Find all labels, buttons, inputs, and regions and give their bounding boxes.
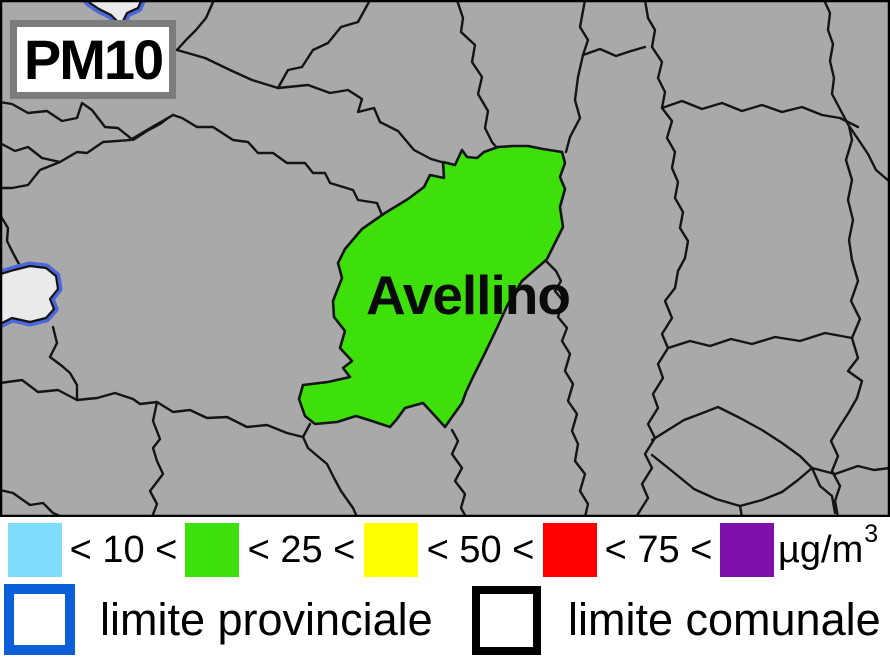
provincial-boundary-label: limite provinciale (100, 594, 433, 645)
municipal-boundary-line (829, 258, 864, 517)
legend-swatch-cyan (8, 523, 62, 577)
municipal-boundary-line (175, 48, 447, 165)
municipal-boundary-line (666, 331, 854, 350)
municipal-boundary-line (0, 488, 64, 517)
municipal-boundary-line (660, 99, 860, 129)
legend-swatch-green (185, 523, 239, 577)
avellino-region (297, 144, 567, 429)
municipal-boundary-line (581, 45, 647, 58)
legend-swatch-red (543, 523, 597, 577)
municipal-boundary-line (810, 466, 837, 515)
municipal-boundary-line (171, 113, 392, 231)
legend-swatch-purple (720, 523, 774, 577)
legend: < 10 < < 25 < < 50 < < 75 < µg/m 3 limite… (0, 517, 890, 663)
region-label-avellino: Avellino (366, 264, 571, 326)
municipal-boundary-line (276, 0, 372, 90)
legend-unit: µg/m 3 (778, 519, 879, 577)
municipal-boundary-line (301, 435, 359, 517)
map-title: PM10 (23, 28, 164, 91)
municipal-boundary-line (635, 0, 690, 517)
legend-swatch-yellow (364, 523, 418, 577)
outside-province-area (0, 264, 60, 326)
communal-boundary-swatch (472, 586, 541, 655)
municipal-boundary-line (301, 422, 312, 439)
legend-threshold-10: < 10 < (69, 528, 178, 571)
municipal-boundary-line (0, 113, 175, 190)
legend-threshold-75: < 75 < (604, 528, 713, 571)
municipal-boundary-line (450, 428, 468, 517)
map-title-box: PM10 (10, 20, 176, 99)
municipal-boundary-line (650, 405, 814, 508)
legend-unit-base: µg/m (778, 528, 864, 571)
legend-threshold-50: < 50 < (426, 528, 535, 571)
municipal-boundary-line (175, 0, 216, 52)
legend-threshold-25: < 25 < (247, 528, 356, 571)
map-area: Avellino PM10 (0, 0, 890, 517)
municipal-boundary-line (0, 378, 305, 439)
municipal-boundary-line (844, 124, 855, 262)
municipal-boundary-line (810, 464, 890, 476)
legend-unit-exponent: 3 (864, 519, 879, 548)
municipal-boundary-line (564, 0, 590, 154)
municipal-boundary-line (148, 400, 165, 517)
municipal-boundary-line (543, 258, 590, 517)
map-border (0, 0, 890, 517)
communal-boundary-label: limite comunale (568, 594, 881, 645)
provincial-boundary-swatch (4, 584, 75, 655)
municipal-boundary-line (455, 0, 499, 150)
municipal-boundary-line (822, 0, 890, 184)
municipal-boundary-line (48, 325, 79, 402)
municipal-boundary-line (0, 141, 62, 164)
